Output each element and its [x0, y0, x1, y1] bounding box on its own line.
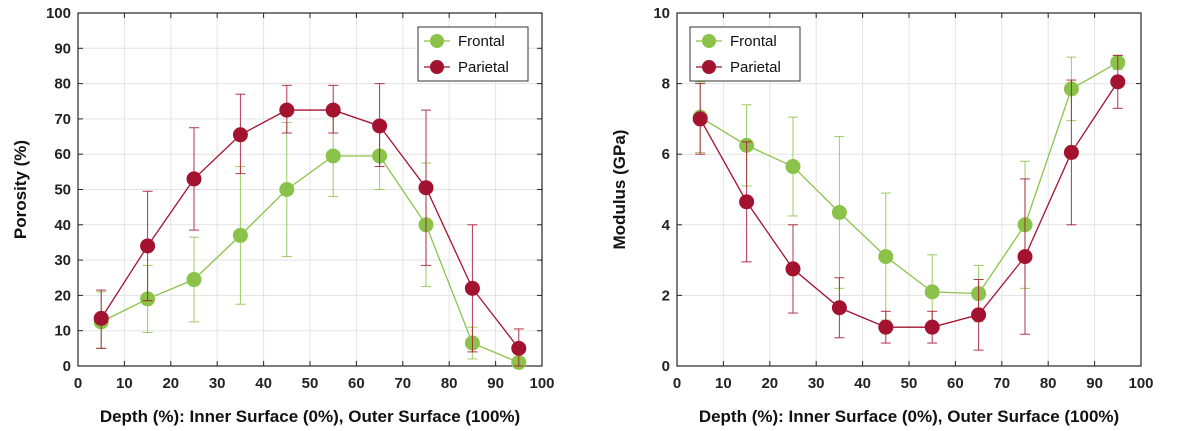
x-tick-label: 70	[394, 375, 411, 392]
data-point-frontal	[878, 249, 894, 265]
data-point-frontal	[831, 204, 847, 220]
legend-marker-parietal	[702, 60, 716, 74]
data-point-frontal	[232, 227, 248, 243]
series-parietal	[93, 83, 527, 367]
data-point-parietal	[1017, 249, 1033, 265]
x-tick-label: 100	[1128, 375, 1153, 392]
y-tick-label: 0	[662, 358, 670, 375]
y-tick-label: 30	[54, 252, 71, 269]
x-tick-label: 90	[1086, 375, 1103, 392]
chart-panel-2: 0 10 20 30 40 50 60 70 80 90 100 0 2 4 6 8 10 Depth (%): …	[610, 5, 1154, 426]
data-point-parietal	[924, 319, 940, 335]
data-point-parietal	[140, 238, 156, 254]
legend-marker-parietal	[430, 60, 444, 74]
data-point-parietal	[971, 307, 987, 323]
y-tick-label: 50	[54, 182, 71, 199]
y-tick-label: 8	[662, 76, 670, 93]
x-tick-label: 60	[947, 375, 964, 392]
x-tick-label: 10	[715, 375, 732, 392]
x-tick-label: 60	[348, 375, 365, 392]
data-point-parietal	[1110, 74, 1126, 90]
data-point-parietal	[831, 300, 847, 316]
x-tick-label: 100	[529, 375, 554, 392]
legend-label-parietal: Parietal	[730, 59, 781, 76]
data-point-frontal	[785, 159, 801, 175]
y-tick-label: 2	[662, 287, 670, 304]
x-axis-label: Depth (%): Inner Surface (0%), Outer Sur…	[699, 407, 1119, 426]
y-tick-label: 10	[54, 323, 71, 340]
x-tick-label: 80	[1040, 375, 1057, 392]
x-tick-label: 10	[116, 375, 133, 392]
series-parietal	[692, 54, 1126, 351]
data-point-parietal	[878, 319, 894, 335]
data-point-parietal	[93, 310, 109, 326]
y-axis-label: Modulus (GPa)	[610, 130, 629, 250]
y-tick-label: 4	[662, 217, 671, 234]
data-point-parietal	[279, 102, 295, 118]
x-tick-label: 90	[487, 375, 504, 392]
chart-panel-1: 0 10 20 30 40 50 60 70 80 90 100 0 10 20 30 40 50 60 70 80 9…	[11, 5, 555, 426]
series-line-frontal	[699, 61, 1119, 295]
x-axis-label: Depth (%): Inner Surface (0%), Outer Sur…	[100, 407, 520, 426]
data-point-frontal	[186, 272, 202, 288]
data-point-frontal	[924, 284, 940, 300]
series-line-parietal	[699, 81, 1119, 328]
data-point-parietal	[692, 111, 708, 127]
series-line-frontal	[100, 155, 520, 364]
y-tick-label: 40	[54, 217, 71, 234]
x-tick-label: 0	[74, 375, 82, 392]
data-point-parietal	[785, 261, 801, 277]
legend-marker-frontal	[430, 34, 444, 48]
legend-label-frontal: Frontal	[458, 33, 505, 50]
x-tick-label: 20	[761, 375, 778, 392]
x-tick-label: 0	[673, 375, 681, 392]
x-tick-label: 30	[808, 375, 825, 392]
data-point-parietal	[1063, 144, 1079, 160]
legend: Frontal Parietal	[417, 26, 529, 82]
y-tick-label: 10	[653, 5, 670, 22]
legend-marker-frontal	[702, 34, 716, 48]
y-tick-label: 100	[46, 5, 71, 22]
data-point-parietal	[186, 171, 202, 187]
y-tick-label: 80	[54, 76, 71, 93]
data-point-parietal	[464, 280, 480, 296]
legend-label-frontal: Frontal	[730, 33, 777, 50]
data-point-parietal	[325, 102, 341, 118]
x-tick-label: 50	[302, 375, 319, 392]
y-tick-label: 0	[63, 358, 71, 375]
y-tick-label: 6	[662, 146, 670, 163]
x-tick-label: 80	[441, 375, 458, 392]
legend-label-parietal: Parietal	[458, 59, 509, 76]
data-point-frontal	[325, 148, 341, 164]
data-point-parietal	[511, 340, 527, 356]
x-tick-label: 40	[255, 375, 272, 392]
x-tick-label: 20	[162, 375, 179, 392]
y-tick-label: 60	[54, 146, 71, 163]
y-tick-label: 70	[54, 111, 71, 128]
data-point-parietal	[739, 194, 755, 210]
y-axis-label: Porosity (%)	[11, 140, 30, 239]
data-point-parietal	[232, 127, 248, 143]
data-point-parietal	[372, 118, 388, 134]
x-tick-label: 40	[854, 375, 871, 392]
x-tick-label: 30	[209, 375, 226, 392]
y-tick-label: 90	[54, 40, 71, 57]
data-point-parietal	[418, 180, 434, 196]
series-line-parietal	[100, 109, 520, 349]
x-tick-label: 70	[993, 375, 1010, 392]
y-tick-label: 20	[54, 287, 71, 304]
data-point-frontal	[279, 182, 295, 197]
legend: Frontal Parietal	[689, 26, 801, 82]
x-tick-label: 50	[901, 375, 918, 392]
